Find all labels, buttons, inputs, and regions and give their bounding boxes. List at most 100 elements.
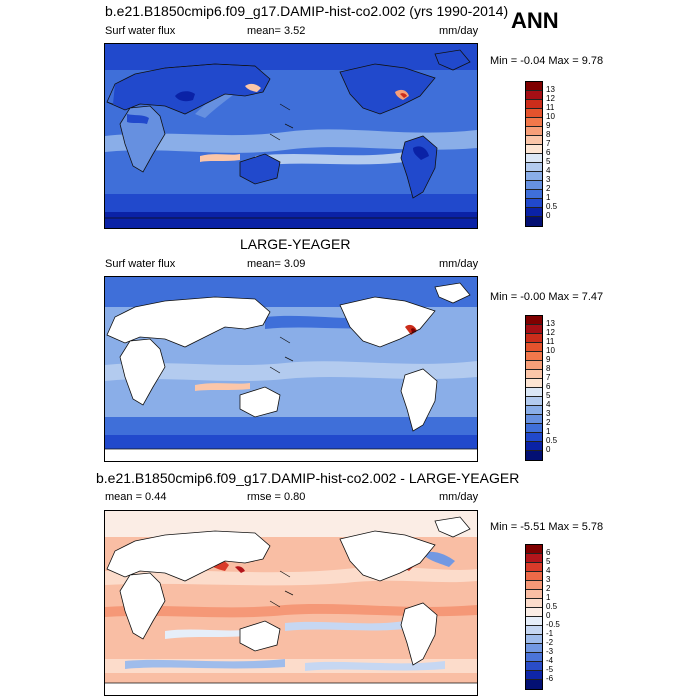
colorbar-tick-label: 2: [546, 418, 551, 427]
colorbar-tick-label: 5: [546, 391, 551, 400]
colorbar-tick-label: 4: [546, 400, 551, 409]
colorbar-tick-label: 0: [546, 211, 551, 220]
panel-3-colorbar-bin: [526, 608, 542, 617]
panel-1-map: [104, 43, 478, 229]
panel-1-mean-label: mean= 3.52: [247, 25, 306, 37]
panel-1-colorbar-bin: [526, 145, 542, 154]
panel-1-colorbar-bin: [526, 154, 542, 163]
panel-2-title: LARGE-YEAGER: [240, 236, 351, 252]
colorbar-tick-label: 1: [546, 427, 551, 436]
panel-3-map-svg: [105, 511, 477, 695]
colorbar-tick-label: 1: [546, 193, 551, 202]
panel-1-colorbar-bin: [526, 82, 542, 91]
panel-1-map-svg: [105, 44, 477, 228]
panel-2-colorbar-bin: [526, 442, 542, 451]
panel-2-colorbar-bin: [526, 451, 542, 460]
colorbar-tick-label: 11: [546, 103, 555, 112]
panel-2-colorbar-bin: [526, 379, 542, 388]
panel-1-colorbar-bin: [526, 118, 542, 127]
colorbar-tick-label: 7: [546, 373, 551, 382]
colorbar-tick-label: 0: [546, 611, 551, 620]
panel-3-colorbar-bin: [526, 545, 542, 554]
panel-3-minmax: Min = -5.51 Max = 5.78: [490, 521, 604, 533]
panel-2-colorbar-bin: [526, 415, 542, 424]
colorbar-tick-label: 2: [546, 184, 551, 193]
colorbar-tick-label: 0.5: [546, 602, 558, 611]
colorbar-tick-label: 3: [546, 409, 551, 418]
panel-1-colorbar-bin: [526, 109, 542, 118]
panel-2-minmax: Min = -0.00 Max = 7.47: [490, 291, 604, 303]
panel-3-colorbar-bin: [526, 635, 542, 644]
panel-2-colorbar-bin: [526, 433, 542, 442]
panel-2-map-svg: [105, 277, 477, 461]
panel-3-colorbar-bin: [526, 581, 542, 590]
panel-3-colorbar-bin: [526, 554, 542, 563]
colorbar-tick-label: -0.5: [546, 620, 560, 629]
colorbar-tick-label: 7: [546, 139, 551, 148]
colorbar-tick-label: 8: [546, 130, 551, 139]
panel-1-colorbar-bin: [526, 199, 542, 208]
panel-3-colorbar-bin: [526, 671, 542, 680]
panel-1-colorbar-bin: [526, 127, 542, 136]
panel-3-title: b.e21.B1850cmip6.f09_g17.DAMIP-hist-co2.…: [96, 470, 520, 486]
colorbar-tick-label: 0.5: [546, 436, 558, 445]
colorbar-tick-label: 6: [546, 548, 551, 557]
panel-1-minmax: Min = -0.04 Max = 9.78: [490, 55, 604, 67]
panel-2-colorbar-bin: [526, 424, 542, 433]
colorbar-tick-label: 9: [546, 121, 551, 130]
colorbar-tick-label: 12: [546, 94, 555, 103]
colorbar-tick-label: 1: [546, 593, 551, 602]
panel-3-colorbar-bin: [526, 572, 542, 581]
panel-2-units-label: mm/day: [439, 258, 479, 270]
panel-1-colorbar-bin: [526, 190, 542, 199]
panel-3-rmse-label: rmse = 0.80: [247, 491, 306, 503]
colorbar-tick-label: -6: [546, 674, 554, 683]
panel-3-colorbar-bin: [526, 653, 542, 662]
panel-2-map: [104, 276, 478, 462]
panel-3-colorbar-bin: [526, 626, 542, 635]
panel-2-colorbar-bin: [526, 352, 542, 361]
panel-1-variable-label: Surf water flux: [105, 25, 176, 37]
colorbar-tick-label: 9: [546, 355, 551, 364]
colorbar-tick-label: 0: [546, 445, 551, 454]
colorbar-tick-label: 8: [546, 364, 551, 373]
panel-3-colorbar: [525, 544, 543, 690]
panel-2-mean-label: mean= 3.09: [247, 258, 306, 270]
colorbar-tick-label: -1: [546, 629, 554, 638]
panel-1-colorbar-bin: [526, 181, 542, 190]
panel-3-colorbar-bin: [526, 680, 542, 689]
panel-2-colorbar-bin: [526, 334, 542, 343]
panel-2-colorbar: [525, 315, 543, 461]
panel-1-colorbar-bin: [526, 172, 542, 181]
panel-2-colorbar-bin: [526, 343, 542, 352]
panel-2-variable-label: Surf water flux: [105, 258, 176, 270]
panel-1-title: b.e21.B1850cmip6.f09_g17.DAMIP-hist-co2.…: [105, 3, 509, 19]
colorbar-tick-label: 3: [546, 175, 551, 184]
colorbar-tick-label: 0.5: [546, 202, 558, 211]
panel-2-colorbar-bin: [526, 361, 542, 370]
colorbar-tick-label: -5: [546, 665, 554, 674]
panel-1-colorbar-bin: [526, 217, 542, 226]
panel-1-units-label: mm/day: [439, 25, 479, 37]
colorbar-tick-label: 11: [546, 337, 555, 346]
colorbar-tick-label: 3: [546, 575, 551, 584]
season-label: ANN: [511, 8, 559, 33]
colorbar-tick-label: 6: [546, 148, 551, 157]
colorbar-tick-label: 2: [546, 584, 551, 593]
panel-1-colorbar-bin: [526, 100, 542, 109]
panel-2-colorbar-bin: [526, 388, 542, 397]
colorbar-tick-label: 13: [546, 85, 555, 94]
panel-2-colorbar-bin: [526, 397, 542, 406]
panel-3-colorbar-bin: [526, 644, 542, 653]
colorbar-tick-label: 4: [546, 166, 551, 175]
colorbar-tick-label: 10: [546, 112, 555, 121]
panel-1-colorbar-bin: [526, 136, 542, 145]
panel-2-colorbar-bin: [526, 370, 542, 379]
panel-3-colorbar-bin: [526, 662, 542, 671]
colorbar-tick-label: 4: [546, 566, 551, 575]
colorbar-tick-label: 12: [546, 328, 555, 337]
panel-1-colorbar-bin: [526, 163, 542, 172]
panel-1-colorbar-bin: [526, 208, 542, 217]
colorbar-tick-label: -2: [546, 638, 554, 647]
colorbar-tick-label: 5: [546, 557, 551, 566]
